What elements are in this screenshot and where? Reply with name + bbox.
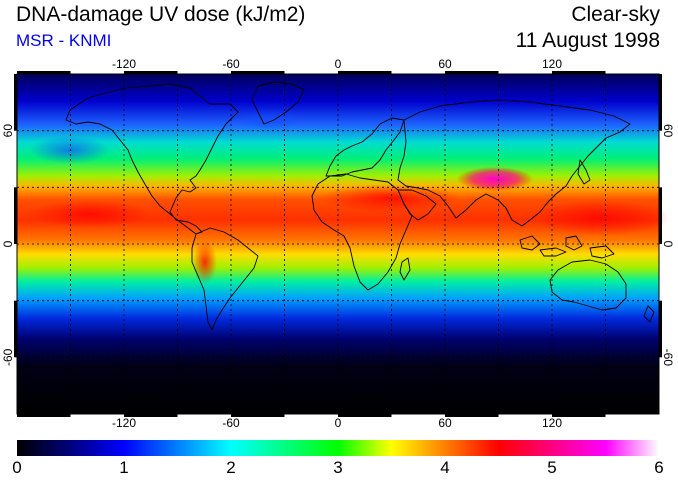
sky-condition-label: Clear-sky (571, 3, 660, 26)
uv-cloud-north-pacific (30, 136, 110, 164)
lat-tick-label-left: -60 (1, 348, 15, 366)
frame-tick-bottom (124, 414, 178, 417)
date-label: 11 August 1998 (515, 29, 660, 52)
map-title: DNA-damage UV dose (kJ/m2) (16, 3, 306, 26)
graticule (17, 74, 659, 414)
axis-tick-labels: -120 -120 -60 -60 0 0 60 60 120 120 60 60 0 0 -60 -60 (1, 57, 675, 430)
lon-tick-label-bottom: -120 (112, 416, 136, 430)
frame-border-ticks (14, 71, 662, 417)
frame-tick-top (338, 71, 392, 74)
lon-tick-label-bottom: 120 (542, 416, 562, 430)
frame-tick-bottom (231, 414, 285, 417)
frame-tick-bottom (338, 414, 392, 417)
coastlines (17, 81, 659, 397)
lat-tick-label-right: 0 (661, 241, 675, 248)
colorbar-tick-label: 3 (333, 458, 343, 477)
lon-tick-label-bottom: 60 (438, 416, 452, 430)
colorbar-tick-label: 5 (547, 458, 557, 477)
lat-tick-label-right: -60 (661, 349, 675, 367)
frame-tick-bottom (445, 414, 499, 417)
frame-tick-top (231, 71, 285, 74)
uv-maximum-tibet (457, 167, 533, 191)
lon-tick-label-top: 120 (542, 57, 562, 71)
frame-tick-top (552, 71, 606, 74)
lat-tick-label-right: 60 (661, 124, 675, 138)
frame-tick-right (659, 74, 662, 131)
frame-tick-bottom (17, 414, 71, 417)
lon-tick-label-top: -120 (112, 57, 136, 71)
lon-tick-label-top: 0 (335, 57, 342, 71)
frame-tick-top (17, 71, 71, 74)
lat-tick-label-left: 0 (1, 240, 15, 247)
lon-tick-label-bottom: 0 (335, 416, 342, 430)
frame-tick-bottom (552, 414, 606, 417)
lon-tick-label-top: 60 (438, 57, 452, 71)
data-source-label: MSR - KNMI (16, 31, 112, 50)
uv-enhancement-atlantic (30, 200, 150, 228)
colorbar-tick-label: 6 (654, 458, 664, 477)
lon-tick-label-top: -60 (222, 57, 240, 71)
colorbar (17, 440, 659, 456)
colorbar-tick-label: 1 (119, 458, 129, 477)
frame-tick-left (14, 187, 17, 244)
uv-enhancement-sahara (320, 184, 460, 212)
lon-tick-label-bottom: -60 (222, 416, 240, 430)
frame-tick-right (659, 187, 662, 244)
frame-tick-right (659, 300, 662, 358)
uv-andes-band (193, 240, 217, 284)
colorbar-tick-label: 2 (226, 458, 236, 477)
frame-tick-top (445, 71, 499, 74)
frame-tick-top (124, 71, 178, 74)
lat-tick-label-left: 60 (1, 124, 15, 138)
colorbar-tick-label: 4 (440, 458, 450, 477)
uv-cloud-north-atlantic (240, 110, 300, 130)
colorbar-tick-label: 0 (12, 458, 22, 477)
frame-tick-left (14, 74, 17, 131)
frame-tick-left (14, 300, 17, 358)
uv-enhancement-pacific (530, 200, 670, 236)
